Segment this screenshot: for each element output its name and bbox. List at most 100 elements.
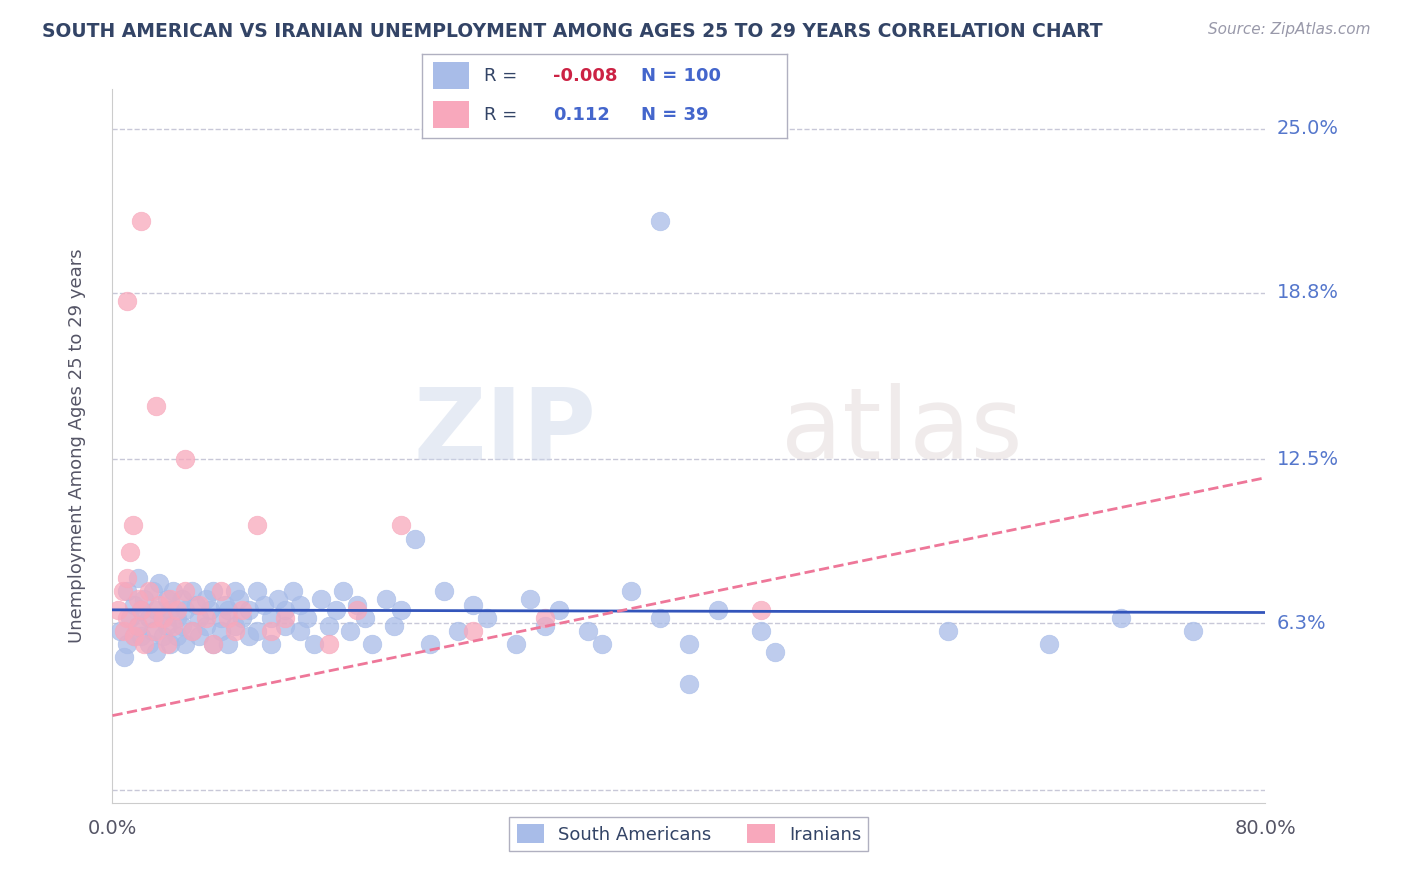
Point bbox=[202, 637, 225, 651]
Point bbox=[260, 637, 283, 651]
Point bbox=[461, 598, 484, 612]
Point bbox=[142, 624, 165, 638]
Point bbox=[129, 214, 153, 228]
Point bbox=[214, 598, 236, 612]
Point bbox=[419, 637, 441, 651]
Point bbox=[346, 598, 368, 612]
Point bbox=[145, 400, 167, 414]
Point bbox=[260, 624, 283, 638]
Point bbox=[195, 618, 218, 632]
Text: -0.008: -0.008 bbox=[554, 67, 617, 85]
Point bbox=[209, 584, 232, 599]
Point bbox=[127, 592, 149, 607]
Point bbox=[184, 598, 207, 612]
Point bbox=[318, 618, 340, 632]
Point bbox=[1182, 624, 1205, 638]
Point bbox=[138, 611, 160, 625]
Point bbox=[749, 624, 772, 638]
Point bbox=[173, 637, 195, 651]
Point bbox=[224, 618, 246, 632]
Point bbox=[475, 611, 499, 625]
Point bbox=[152, 611, 174, 625]
Point bbox=[217, 603, 239, 617]
Point bbox=[707, 603, 730, 617]
Point bbox=[195, 611, 218, 625]
Point bbox=[288, 624, 311, 638]
Point bbox=[447, 624, 470, 638]
Point bbox=[650, 611, 672, 625]
Point bbox=[142, 584, 165, 599]
Point bbox=[129, 603, 153, 617]
Point bbox=[519, 592, 541, 607]
Point bbox=[180, 624, 202, 638]
Point bbox=[592, 637, 614, 651]
Point bbox=[202, 584, 225, 599]
Bar bbox=[433, 62, 470, 89]
Point bbox=[195, 592, 218, 607]
Point bbox=[108, 624, 131, 638]
Point bbox=[231, 611, 253, 625]
Point bbox=[129, 603, 153, 617]
Point bbox=[274, 618, 297, 632]
Point bbox=[148, 598, 170, 612]
Point bbox=[389, 518, 412, 533]
Point bbox=[127, 618, 149, 632]
Point bbox=[107, 603, 129, 617]
Point bbox=[112, 624, 135, 638]
Point bbox=[346, 603, 368, 617]
Point bbox=[115, 637, 138, 651]
Point bbox=[122, 629, 145, 643]
Point bbox=[433, 584, 456, 599]
Point bbox=[145, 624, 167, 638]
Point bbox=[152, 611, 174, 625]
Point bbox=[281, 584, 304, 599]
Point bbox=[505, 637, 527, 651]
Point bbox=[156, 618, 179, 632]
Text: N = 100: N = 100 bbox=[641, 67, 721, 85]
Point bbox=[173, 584, 195, 599]
Point bbox=[274, 603, 297, 617]
Point bbox=[209, 624, 232, 638]
Point bbox=[253, 598, 276, 612]
Point bbox=[231, 603, 253, 617]
Point bbox=[288, 598, 311, 612]
Point bbox=[173, 452, 195, 467]
Point bbox=[112, 650, 135, 665]
Point bbox=[360, 637, 382, 651]
Point bbox=[159, 603, 181, 617]
Text: 18.8%: 18.8% bbox=[1277, 283, 1339, 302]
Point bbox=[180, 624, 202, 638]
Legend: South Americans, Iranians: South Americans, Iranians bbox=[509, 817, 869, 851]
Point bbox=[749, 603, 772, 617]
Point bbox=[678, 637, 700, 651]
Point bbox=[129, 629, 153, 643]
Point bbox=[620, 584, 643, 599]
Point bbox=[209, 611, 232, 625]
Y-axis label: Unemployment Among Ages 25 to 29 years: Unemployment Among Ages 25 to 29 years bbox=[67, 249, 86, 643]
Point bbox=[217, 611, 239, 625]
Point bbox=[304, 637, 326, 651]
Point bbox=[159, 637, 181, 651]
Text: atlas: atlas bbox=[782, 384, 1022, 480]
Text: R =: R = bbox=[484, 67, 523, 85]
Point bbox=[224, 624, 246, 638]
Point bbox=[404, 532, 426, 546]
Point bbox=[246, 518, 269, 533]
Point bbox=[118, 611, 141, 625]
Point bbox=[238, 629, 260, 643]
Point bbox=[121, 518, 143, 533]
Point bbox=[122, 629, 145, 643]
Point bbox=[339, 624, 361, 638]
Point bbox=[166, 603, 188, 617]
Point bbox=[170, 592, 193, 607]
Point bbox=[170, 618, 193, 632]
Point bbox=[180, 584, 202, 599]
Bar bbox=[433, 101, 470, 128]
Text: N = 39: N = 39 bbox=[641, 105, 709, 123]
Point bbox=[274, 611, 297, 625]
Point bbox=[534, 611, 557, 625]
Point bbox=[246, 624, 269, 638]
Point bbox=[650, 214, 672, 228]
Point bbox=[115, 611, 138, 625]
Point bbox=[166, 629, 188, 643]
